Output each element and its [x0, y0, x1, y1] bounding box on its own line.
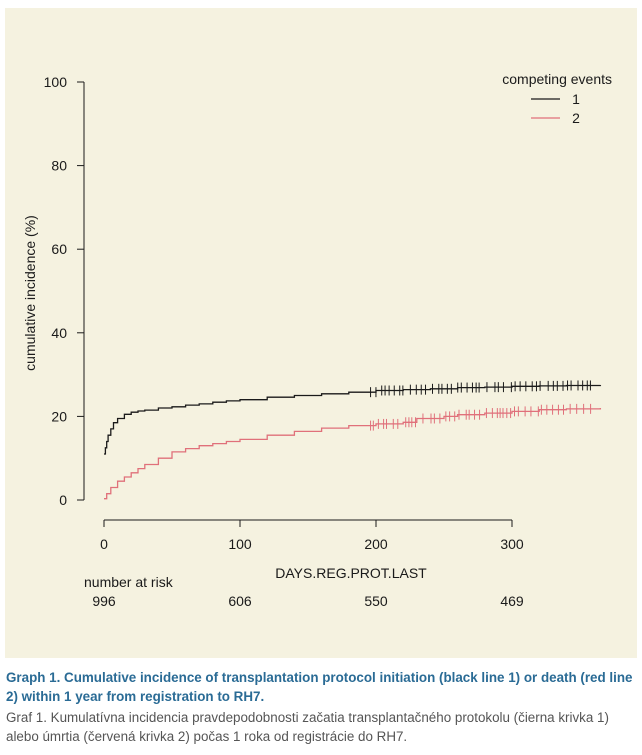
legend-label-2: 2	[572, 110, 580, 126]
y-tick-label: 100	[44, 74, 68, 90]
x-tick-label: 100	[228, 536, 252, 552]
x-tick-label: 200	[364, 536, 388, 552]
risk-value: 550	[364, 593, 388, 609]
x-tick-label: 300	[500, 536, 524, 552]
series-layer	[104, 380, 602, 500]
legend-label-1: 1	[572, 91, 580, 107]
risk-value: 996	[92, 593, 116, 609]
caption-english: Graph 1. Cumulative incidence of transpl…	[6, 670, 633, 704]
y-tick-label: 80	[51, 158, 67, 174]
caption-slovak: Graf 1. Kumulatívna incidencia pravdepod…	[6, 710, 609, 744]
y-axis-label: cumulative incidence (%)	[22, 215, 38, 371]
y-tick-label: 40	[51, 325, 67, 341]
x-axis: 0 100 200 300	[100, 519, 524, 552]
risk-table-values: 996 606 550 469	[92, 593, 524, 609]
y-tick-label: 20	[51, 408, 67, 424]
y-tick-label: 0	[59, 492, 67, 508]
legend-title: competing events	[502, 71, 612, 87]
risk-table-title: number at risk	[84, 574, 174, 590]
legend: competing events 1 2	[502, 71, 612, 126]
x-axis-label: DAYS.REG.PROT.LAST	[275, 565, 427, 581]
risk-value: 469	[500, 593, 524, 609]
chart: 0 20 40 60 80 100 0 100 200 300 cumulative incid…	[22, 71, 612, 609]
risk-value: 606	[228, 593, 252, 609]
chart-panel	[5, 8, 637, 658]
series-2-line	[104, 408, 602, 500]
series-1-line	[104, 384, 602, 455]
y-axis: 0 20 40 60 80 100	[44, 74, 85, 508]
series-2-censor-marks	[370, 403, 592, 431]
y-tick-label: 60	[51, 241, 67, 257]
x-tick-label: 0	[100, 536, 108, 552]
series-1-censor-marks	[370, 380, 591, 398]
